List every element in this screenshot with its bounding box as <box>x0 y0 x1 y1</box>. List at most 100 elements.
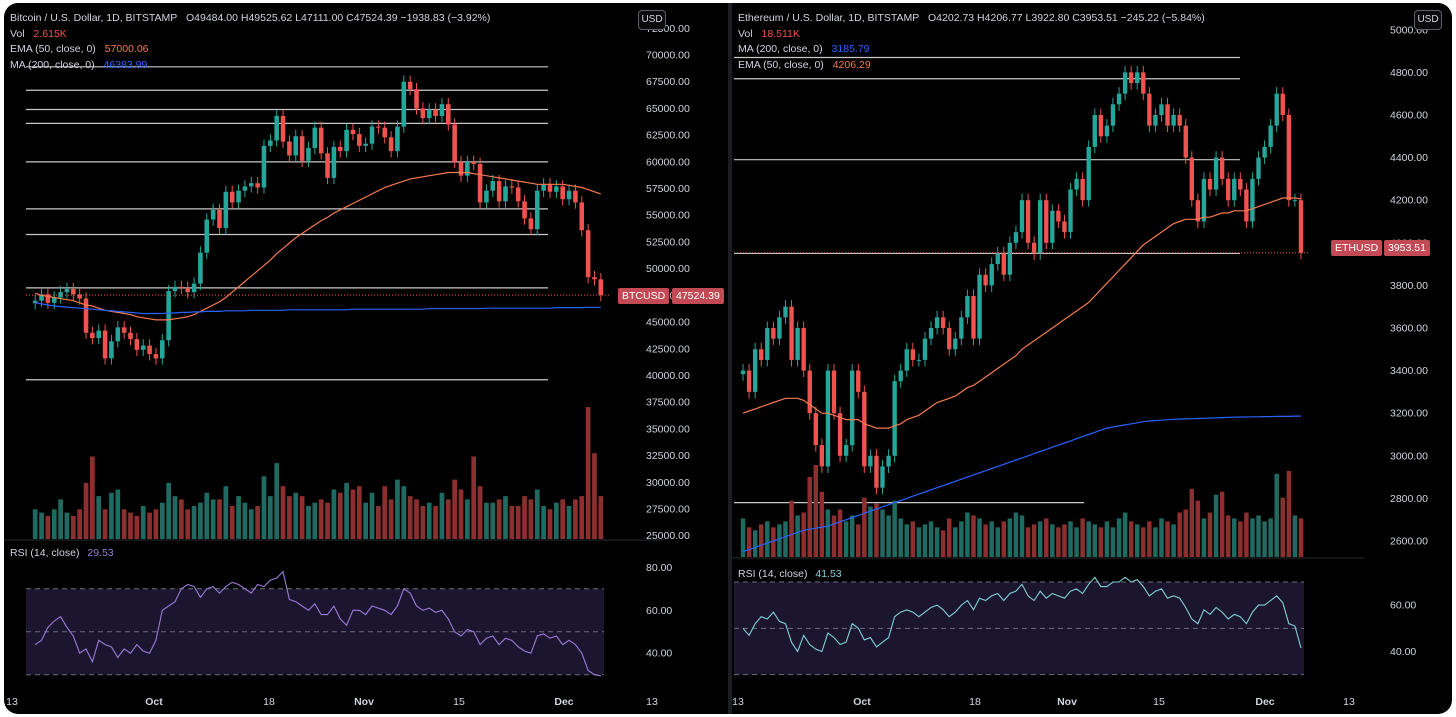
btc-candle <box>350 129 356 135</box>
btc-volume-bar <box>198 502 203 539</box>
eth-volume-bar <box>868 506 873 557</box>
eth-volume-bar <box>965 512 970 557</box>
btc-symbol-title[interactable]: Bitcoin / U.S. Dollar, 1D, BITSTAMP <box>10 12 178 24</box>
btc-volume-bar <box>255 506 260 539</box>
btc-y-tick-label: 52500.00 <box>646 236 690 248</box>
btc-volume-bar <box>433 506 438 539</box>
btc-y-tick-label: 67500.00 <box>646 76 690 88</box>
eth-vol-label[interactable]: Vol <box>738 27 753 40</box>
eth-candle <box>904 349 909 371</box>
eth-ma-label[interactable]: MA (200, close, 0) <box>738 43 823 55</box>
btc-currency-button[interactable]: USD <box>638 10 666 30</box>
eth-volume-bar <box>1165 521 1170 557</box>
btc-volume-bar <box>45 515 51 539</box>
eth-volume-bar <box>831 515 837 557</box>
btc-candle <box>293 136 299 156</box>
eth-volume-bar <box>1098 527 1104 557</box>
btc-candle <box>388 137 394 152</box>
eth-candle <box>740 370 746 375</box>
eth-candle <box>922 338 928 360</box>
eth-chart-panel[interactable]: 5000.004800.004600.004400.004200.004000.… <box>732 3 1452 714</box>
btc-vol-label[interactable]: Vol <box>10 27 25 40</box>
btc-candle <box>71 288 76 295</box>
eth-candle <box>771 327 776 339</box>
btc-rsi-label[interactable]: RSI (14, close) <box>10 547 80 559</box>
eth-volume-bar <box>1195 500 1201 557</box>
eth-volume-bar <box>1298 518 1304 557</box>
btc-candle <box>433 109 438 116</box>
btc-volume-bar <box>573 499 578 539</box>
eth-volume-bar <box>1250 518 1255 557</box>
btc-candle <box>223 191 229 229</box>
eth-volume-bar <box>1147 521 1152 557</box>
eth-volume-bar <box>1274 473 1279 557</box>
eth-candle <box>813 413 818 446</box>
eth-symbol-title[interactable]: Ethereum / U.S. Dollar, 1D, BITSTAMP <box>738 12 920 24</box>
btc-volume-bar <box>64 512 70 539</box>
btc-candle <box>134 339 140 350</box>
btc-candle <box>401 81 407 127</box>
btc-candle <box>312 127 318 148</box>
eth-candle <box>1080 178 1085 201</box>
eth-candle <box>959 317 964 339</box>
eth-candle <box>831 370 837 414</box>
eth-volume-bar <box>1074 527 1079 557</box>
btc-volume-bar <box>509 506 515 539</box>
btc-x-tick-label: Oct <box>145 696 163 708</box>
eth-candle <box>1262 146 1267 158</box>
eth-volume-bar <box>843 521 849 557</box>
btc-ema-label[interactable]: EMA (50, close, 0) <box>10 43 96 55</box>
btc-candle <box>598 279 604 296</box>
eth-volume-bar <box>922 524 928 557</box>
btc-y-tick-label: 42500.00 <box>646 343 690 355</box>
btc-volume-bar <box>280 486 286 539</box>
btc-candle <box>210 209 216 220</box>
eth-ema-label[interactable]: EMA (50, close, 0) <box>738 58 824 71</box>
eth-candle <box>1238 178 1243 190</box>
eth-x-tick-label: Dec <box>1255 696 1274 708</box>
eth-candle <box>819 445 825 467</box>
eth-candle <box>1128 72 1134 84</box>
eth-volume-bar <box>1159 518 1164 557</box>
btc-volume-bar <box>39 512 44 539</box>
eth-volume-bar <box>910 521 916 557</box>
btc-volume-bar <box>382 486 388 539</box>
eth-volume-bar <box>777 524 782 557</box>
btc-volume-bar <box>445 499 451 539</box>
btc-candle <box>452 124 457 162</box>
eth-chart-canvas[interactable]: 5000.004800.004600.004400.004200.004000.… <box>732 3 1452 714</box>
eth-volume-bar <box>1183 509 1188 557</box>
btc-chart-panel[interactable]: 72500.00 70000.00 67500.00 65000.00 62500.00… <box>4 3 728 714</box>
btc-volume-bar <box>70 515 76 539</box>
eth-candle <box>977 274 982 339</box>
panel-divider[interactable] <box>728 3 732 714</box>
btc-volume-bar <box>166 482 171 539</box>
eth-candle <box>868 455 873 467</box>
eth-currency-button[interactable]: USD <box>1414 10 1442 30</box>
btc-volume-bar <box>401 486 407 539</box>
btc-volume-bar <box>217 499 222 539</box>
btc-chart-canvas[interactable]: 72500.0070000.0067500.0065000.0062500.00… <box>4 3 728 714</box>
eth-volume-bar <box>892 500 897 557</box>
eth-rsi-label[interactable]: RSI (14, close) <box>738 568 808 580</box>
btc-ma-label[interactable]: MA (200, close, 0) <box>10 58 95 71</box>
eth-volume-bar <box>740 518 746 557</box>
eth-rsi-tick-label: 60.00 <box>1390 600 1416 612</box>
eth-candle <box>746 370 752 392</box>
btc-candle <box>344 129 349 152</box>
eth-y-tick-label: 3600.00 <box>1390 322 1428 334</box>
btc-ema50-line <box>35 171 601 321</box>
btc-y-tick-label: 57500.00 <box>646 183 690 195</box>
eth-candle <box>1031 242 1037 254</box>
btc-volume-bar <box>560 499 566 539</box>
eth-volume-bar <box>1122 512 1128 557</box>
btc-candle <box>109 341 114 359</box>
btc-volume-bar <box>585 407 591 539</box>
btc-candle <box>248 183 254 187</box>
btc-volume-bar <box>210 499 216 539</box>
eth-volume-bar <box>1056 527 1061 557</box>
eth-x-tick-label: 13 <box>1343 696 1355 708</box>
btc-candle <box>274 115 279 141</box>
eth-candle <box>953 338 958 350</box>
btc-volume-bar <box>267 496 273 539</box>
